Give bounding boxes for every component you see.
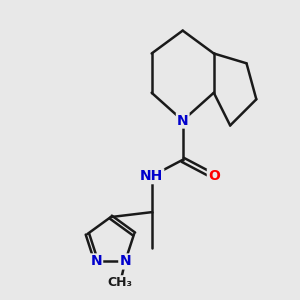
Text: O: O: [208, 169, 220, 183]
Text: NH: NH: [140, 169, 163, 183]
Text: N: N: [177, 114, 188, 128]
Text: CH₃: CH₃: [108, 276, 133, 289]
Text: N: N: [119, 254, 131, 268]
Text: N: N: [91, 254, 102, 268]
